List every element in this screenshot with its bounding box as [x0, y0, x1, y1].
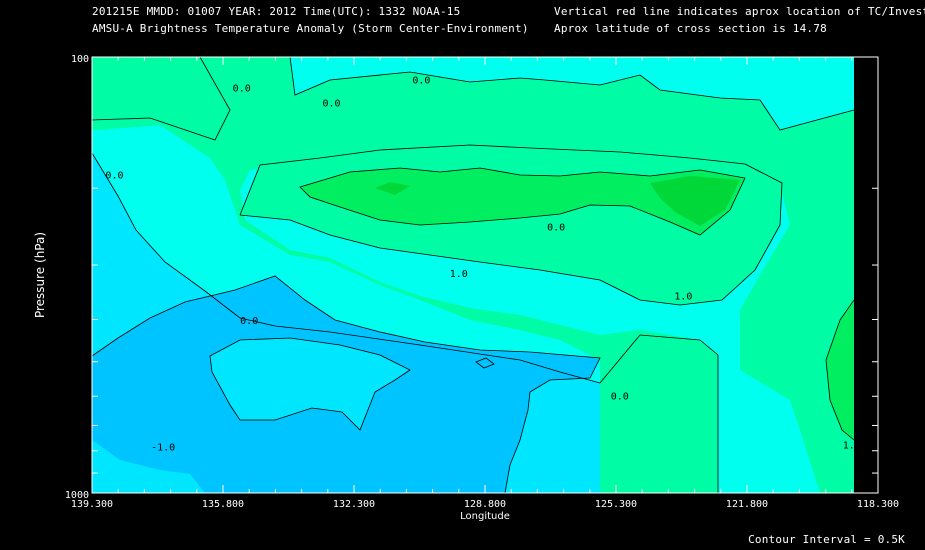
contour-line-plus-one: [299, 167, 746, 236]
contour-label: 1.0: [450, 269, 468, 280]
contour-label: 0.0: [233, 84, 251, 95]
header-latitude-note: Aprox latitude of cross section is 14.78: [554, 22, 827, 35]
contour-line-minus-half-hole: [209, 337, 411, 431]
header-chart-title: AMSU-A Brightness Temperature Anomaly (S…: [92, 22, 529, 35]
band-minus-half-hole: [210, 338, 410, 430]
contour-label: -1.0: [151, 443, 175, 454]
contour-line-zero-left: [91, 152, 601, 384]
band-plus-one: [300, 168, 745, 235]
contour-label: 0.0: [240, 316, 258, 327]
x-tick-label: 121.800: [726, 499, 768, 510]
contour-line-top-wiggle: [289, 56, 855, 131]
contour-line-minus-one: [91, 275, 601, 494]
x-tick-label: 132.300: [333, 499, 375, 510]
x-tick-label: 118.300: [857, 499, 899, 510]
contour-line-plus-right: [825, 299, 855, 441]
contour-line-zero-right: [599, 334, 719, 493]
axis-ticks: [91, 56, 879, 494]
y-tick-labels: 100 1000: [65, 54, 89, 501]
contour-line-small-loop: [475, 357, 495, 369]
contour-interval-note: Contour Interval = 0.5K: [748, 533, 905, 546]
contour-lines: [91, 56, 855, 494]
x-tick-label: 139.300: [71, 499, 113, 510]
contour-label: 0.0: [105, 171, 123, 182]
contour-line-zero-main: [239, 144, 783, 306]
y-axis-title: Pressure (hPa): [33, 232, 47, 318]
header-tc-note: Vertical red line indicates aprox locati…: [554, 5, 925, 18]
x-tick-labels: 139.300 135.800 132.300 128.800 125.300 121.8…: [71, 499, 899, 510]
contour-fills: [92, 57, 854, 493]
contour-label: 1.0: [674, 292, 692, 303]
x-tick-label: 135.800: [202, 499, 244, 510]
y-tick-label: 1000: [65, 490, 89, 501]
y-tick-label: 100: [71, 54, 89, 65]
x-tick-label: 128.800: [464, 499, 506, 510]
x-tick-label: 125.300: [595, 499, 637, 510]
x-axis-title: Longitude: [460, 511, 510, 522]
header-info-line1: 201215E MMDD: 01007 YEAR: 2012 Time(UTC)…: [92, 5, 461, 18]
plot-right-mask: [854, 57, 878, 493]
contour-label: 1.0: [843, 440, 861, 451]
contour-line-zero-top: [91, 56, 231, 141]
contour-labels: 0.0 0.0 0.0 0.0 0.0 0.0 0.0 1.0 1.0 -1.0 1.0: [105, 75, 860, 453]
contour-label: 0.0: [323, 99, 341, 110]
contour-label: 0.0: [611, 391, 629, 402]
band-plus-one-right: [826, 300, 854, 440]
contour-label: 0.0: [412, 75, 430, 86]
contour-label: 0.0: [547, 223, 565, 234]
band-plus-one-half-b: [650, 176, 740, 226]
band-plus-one-half-a: [375, 182, 410, 195]
